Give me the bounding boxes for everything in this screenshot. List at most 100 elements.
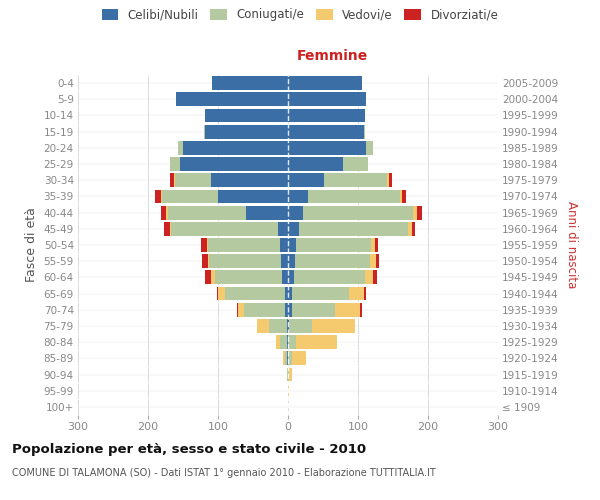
Bar <box>304 206 413 220</box>
Bar <box>155 190 161 203</box>
Bar <box>225 286 284 300</box>
Bar <box>217 286 218 300</box>
Bar <box>296 336 337 349</box>
Bar <box>376 254 379 268</box>
Bar <box>175 174 211 187</box>
Bar <box>288 174 325 187</box>
Text: COMUNE DI TALAMONA (SO) - Dati ISTAT 1° gennaio 2010 - Elaborazione TUTTITALIA.I: COMUNE DI TALAMONA (SO) - Dati ISTAT 1° … <box>12 468 436 477</box>
Bar <box>276 336 280 349</box>
Bar <box>343 157 368 171</box>
Bar <box>417 206 422 220</box>
Bar <box>176 92 288 106</box>
Bar <box>281 254 288 268</box>
Bar <box>288 384 289 398</box>
Bar <box>209 254 281 268</box>
Bar <box>288 286 292 300</box>
Bar <box>388 174 389 187</box>
Bar <box>174 174 175 187</box>
Bar <box>205 125 288 138</box>
Bar <box>364 125 365 138</box>
Bar <box>299 222 409 235</box>
Bar <box>162 190 218 203</box>
Bar <box>288 108 365 122</box>
Legend: Celibi/Nubili, Coniugati/e, Vedovi/e, Divorziati/e: Celibi/Nubili, Coniugati/e, Vedovi/e, Di… <box>101 8 499 22</box>
Bar <box>289 319 312 333</box>
Bar <box>289 368 292 382</box>
Bar <box>244 303 284 316</box>
Bar <box>161 190 162 203</box>
Bar <box>212 76 288 90</box>
Bar <box>161 206 166 220</box>
Bar <box>280 238 288 252</box>
Bar <box>293 270 365 284</box>
Bar <box>170 222 171 235</box>
Bar <box>371 238 375 252</box>
Bar <box>284 303 288 316</box>
Bar <box>295 254 370 268</box>
Bar <box>412 222 415 235</box>
Bar <box>288 336 296 349</box>
Bar <box>364 286 366 300</box>
Y-axis label: Fasce di età: Fasce di età <box>25 208 38 282</box>
Bar <box>389 174 392 187</box>
Bar <box>284 286 288 300</box>
Bar <box>205 270 211 284</box>
Bar <box>409 222 412 235</box>
Bar <box>349 286 364 300</box>
Bar <box>237 303 238 316</box>
Bar <box>202 254 208 268</box>
Bar <box>288 125 364 138</box>
Bar <box>296 238 371 252</box>
Bar <box>179 157 288 171</box>
Bar <box>312 319 355 333</box>
Bar <box>208 238 280 252</box>
Bar <box>164 222 170 235</box>
Bar <box>373 270 377 284</box>
Bar <box>367 141 373 154</box>
Bar <box>269 319 287 333</box>
Bar <box>211 270 215 284</box>
Bar <box>208 254 209 268</box>
Bar <box>167 206 246 220</box>
Bar <box>288 303 292 316</box>
Bar <box>214 270 283 284</box>
Bar <box>257 319 269 333</box>
Bar <box>204 125 205 138</box>
Bar <box>402 190 406 203</box>
Bar <box>207 238 208 252</box>
Bar <box>170 157 179 171</box>
Text: Femmine: Femmine <box>296 49 368 63</box>
Bar <box>288 92 367 106</box>
Bar <box>287 319 288 333</box>
Text: Popolazione per età, sesso e stato civile - 2010: Popolazione per età, sesso e stato civil… <box>12 442 366 456</box>
Bar <box>288 368 289 382</box>
Bar <box>288 190 308 203</box>
Bar <box>335 303 360 316</box>
Bar <box>285 352 287 365</box>
Bar <box>288 254 295 268</box>
Bar <box>325 174 388 187</box>
Bar <box>246 206 288 220</box>
Bar <box>292 286 349 300</box>
Bar <box>288 157 343 171</box>
Bar <box>205 108 288 122</box>
Bar <box>413 206 417 220</box>
Bar <box>360 303 361 316</box>
Bar <box>287 352 288 365</box>
Bar <box>370 254 376 268</box>
Bar <box>287 368 288 382</box>
Bar <box>178 141 183 154</box>
Bar <box>288 352 292 365</box>
Bar <box>375 238 379 252</box>
Bar <box>238 303 244 316</box>
Bar <box>288 238 296 252</box>
Bar <box>288 319 289 333</box>
Bar <box>201 238 207 252</box>
Bar <box>283 270 288 284</box>
Bar <box>400 190 402 203</box>
Bar <box>170 174 174 187</box>
Bar <box>288 222 299 235</box>
Bar <box>288 76 362 90</box>
Bar <box>171 222 277 235</box>
Bar <box>292 352 305 365</box>
